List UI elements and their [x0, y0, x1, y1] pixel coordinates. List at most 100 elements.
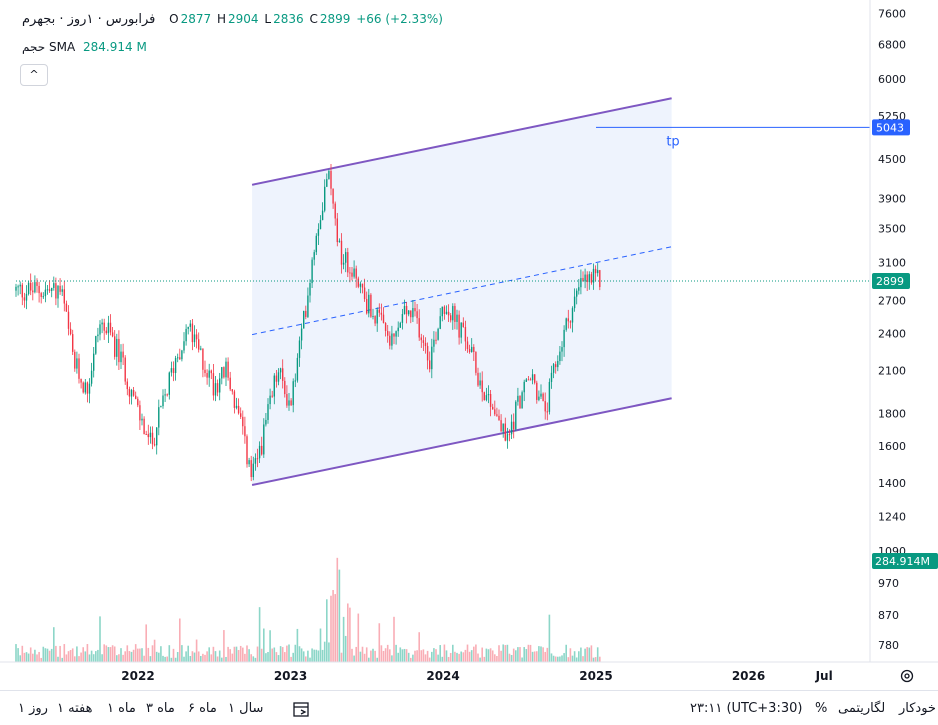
candle-body: [454, 306, 456, 322]
volume-bar: [563, 653, 565, 662]
volume-bar: [17, 648, 19, 662]
auto-toggle[interactable]: خودکار: [899, 701, 936, 716]
candle-body: [403, 305, 406, 315]
candle-body: [219, 378, 221, 393]
candle-body: [548, 381, 551, 412]
range-1d[interactable]: ۱ روز: [18, 701, 48, 716]
settings-gear-icon[interactable]: [900, 669, 914, 683]
volume-bar: [71, 648, 74, 662]
range-3m[interactable]: ۳ ماه: [146, 701, 175, 716]
candle-body: [84, 382, 86, 393]
candle-body: [433, 339, 435, 347]
candle-body: [378, 309, 380, 313]
candle-body: [456, 314, 458, 322]
candle-body: [107, 322, 110, 334]
volume-bar: [111, 645, 114, 662]
tp-label: tp: [666, 134, 679, 149]
candle-body: [252, 463, 254, 478]
volume-bar: [439, 645, 441, 662]
candle-body: [19, 284, 21, 287]
candle-body: [139, 405, 141, 421]
collapse-legend-button[interactable]: ^: [20, 64, 48, 86]
candle-body: [475, 352, 477, 373]
candle-body: [76, 358, 78, 369]
candle-body: [183, 341, 185, 351]
volume-bar: [80, 652, 82, 662]
time-axis[interactable]: 2022 2023 2024 2025 2026 Jul: [0, 661, 938, 683]
volume-bar: [418, 632, 420, 662]
candle-body: [422, 340, 425, 343]
volume-layer: [15, 557, 601, 662]
candle-body: [88, 383, 91, 394]
volume-bar: [498, 645, 500, 662]
volume-bar: [433, 648, 435, 662]
time-tick-label: 2026: [732, 669, 765, 683]
range-1y[interactable]: ۱ سال: [228, 701, 264, 716]
volume-bar: [571, 655, 574, 662]
range-6m[interactable]: ۶ ماه: [188, 701, 217, 716]
volume-bar: [95, 651, 97, 662]
candle-body: [370, 294, 372, 317]
tp-price-badge-bg: [872, 119, 910, 136]
volume-bar: [128, 651, 131, 662]
volume-bar: [105, 645, 108, 662]
timezone-clock[interactable]: ۲۳:۱۱ (UTC+3:30): [690, 701, 803, 716]
candle-body: [122, 351, 124, 358]
candle-body: [284, 380, 286, 395]
percent-toggle[interactable]: %: [815, 701, 828, 716]
volume-bar: [227, 646, 229, 662]
candle-body: [492, 406, 494, 410]
candle-body: [172, 368, 175, 374]
candle-body: [462, 322, 464, 327]
range-1m[interactable]: ۱ ماه: [107, 701, 136, 716]
volume-bar: [420, 650, 423, 662]
candle-body: [546, 411, 548, 413]
volume-bar: [273, 647, 276, 662]
price-tick-label: 2400: [878, 327, 906, 340]
volume-bar: [483, 656, 486, 662]
volume-bar: [302, 651, 305, 662]
candle-body: [508, 434, 511, 436]
volume-bar: [305, 656, 307, 662]
candle-body: [294, 380, 296, 382]
time-tick-label: 2025: [579, 669, 612, 683]
date-range-icon[interactable]: [292, 700, 312, 722]
candle-body: [147, 434, 149, 438]
volume-sma-badge: 284.914M: [875, 555, 930, 568]
candle-body: [351, 272, 353, 277]
volume-bar: [347, 603, 349, 662]
candle-body: [292, 381, 294, 406]
candle-body: [48, 289, 51, 291]
candle-body: [391, 333, 393, 346]
volume-bar: [107, 647, 110, 662]
candle-body: [248, 460, 250, 465]
volume-bar: [580, 647, 582, 662]
candle-body: [185, 328, 187, 342]
volume-bar: [229, 649, 231, 662]
candle-body: [69, 328, 72, 335]
volume-bar: [309, 657, 311, 662]
candle-body: [506, 434, 509, 441]
range-1w[interactable]: ۱ هفته: [57, 701, 93, 716]
candle-body: [557, 360, 559, 368]
volume-bar: [599, 656, 601, 662]
volume-bar: [502, 644, 504, 662]
candle-body: [466, 341, 469, 349]
chart-canvas[interactable]: tp 7600680060005250450039003500310027002…: [0, 0, 938, 690]
volume-bar: [330, 595, 332, 662]
candle-body: [189, 323, 191, 327]
price-axis[interactable]: 7600680060005250450039003500310027002400…: [869, 0, 938, 662]
candle-body: [32, 290, 34, 293]
log-toggle[interactable]: لگاریتمی: [838, 701, 886, 716]
candle-body: [105, 330, 107, 334]
candle-body: [114, 336, 116, 357]
volume-bar: [271, 648, 273, 662]
candle-body: [359, 283, 362, 287]
volume-bar: [340, 652, 343, 662]
candle-body: [531, 374, 534, 381]
volume-bar: [183, 656, 185, 662]
volume-bar: [172, 648, 175, 662]
candle-body: [372, 316, 374, 318]
symbol-title[interactable]: فرابورس · ۱روز · بجهرم: [22, 12, 156, 27]
volume-bar: [323, 641, 326, 662]
